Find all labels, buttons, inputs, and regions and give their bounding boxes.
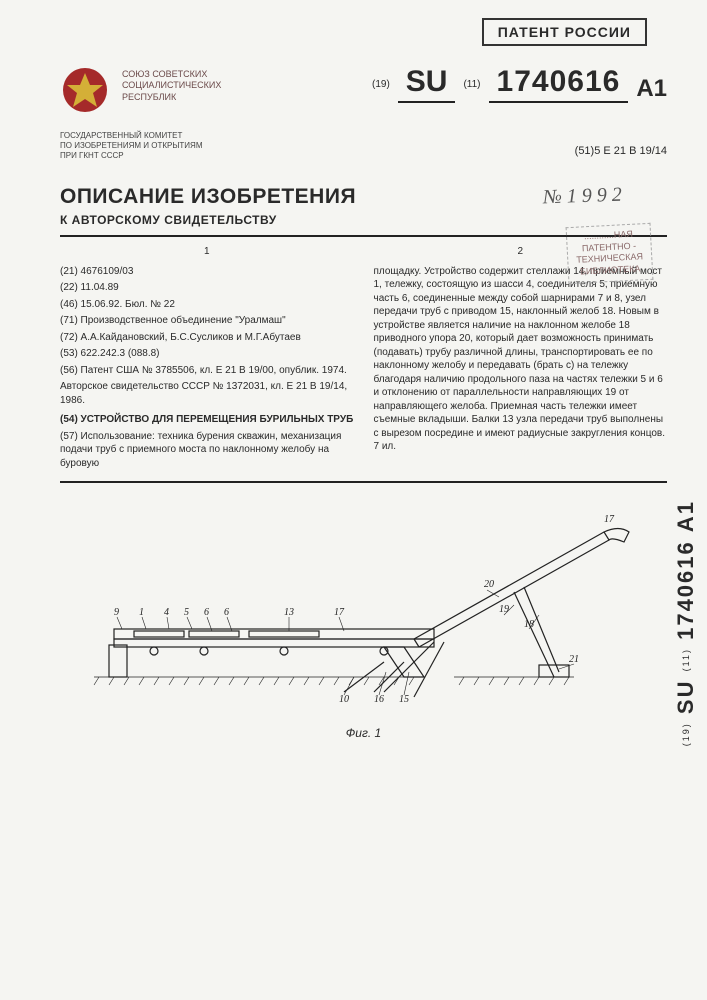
abstract-start-57: (57) Использование: техника бурения сква… (60, 430, 354, 471)
biblio-field-71: (71) Производственное объединение "Урал­… (60, 314, 354, 328)
technical-drawing-svg: 9 1 4 5 6 6 13 17 17 20 19 18 21 10 16 1… (84, 497, 644, 717)
side-publication-number: (19) SU (11) 1740616 A1 (673, 500, 699, 746)
ref-label: 17 (334, 607, 345, 618)
kind-code: A1 (636, 75, 667, 103)
issuer-line: СОЦИАЛИСТИЧЕСКИХ (122, 80, 221, 91)
biblio-field-72: (72) А.А.Кайдановский, Б.С.Сусликов и М.… (60, 331, 354, 345)
column-left: 1 (21) 4676109/03 (22) 11.04.89 (46) 15.… (60, 245, 354, 473)
ref-label: 6 (224, 607, 229, 618)
biblio-field-53: (53) 622.242.3 (088.8) (60, 347, 354, 361)
field-code-19: (19) (372, 79, 390, 90)
ref-label: 9 (114, 607, 119, 618)
invention-title-54: (54) УСТРОЙСТВО ДЛЯ ПЕРЕМЕЩЕНИЯ БУРИЛЬНЫ… (60, 413, 354, 427)
ref-label: 17 (604, 514, 615, 525)
stamp-line: БИБЛИОТЕКА (577, 263, 644, 278)
handwritten-number: № 1 9 9 2 (543, 184, 623, 210)
column-number: 1 (60, 245, 354, 259)
doc-number: 1740616 (489, 65, 629, 103)
side-field-19: (19) (681, 722, 691, 746)
biblio-field-22: (22) 11.04.89 (60, 281, 354, 295)
ref-label: 5 (184, 607, 189, 618)
ref-label: 21 (569, 654, 579, 665)
biblio-field-21: (21) 4676109/03 (60, 265, 354, 279)
ref-label: 19 (499, 604, 509, 615)
ref-label: 16 (374, 694, 384, 705)
figure-1: 9 1 4 5 6 6 13 17 17 20 19 18 21 10 16 1… (60, 497, 667, 740)
committee-line: ГОСУДАРСТВЕННЫЙ КОМИТЕТ (60, 131, 667, 141)
ussr-emblem (60, 65, 110, 115)
document-subtitle: К АВТОРСКОМУ СВИДЕТЕЛЬСТВУ (60, 213, 667, 227)
biblio-field-56b: Авторское свидетельство СССР № 1372031, … (60, 380, 354, 407)
horizontal-rule (60, 481, 667, 483)
ref-label: 1 (139, 607, 144, 618)
ref-label: 10 (339, 694, 349, 705)
library-stamp: ............НАЯ ПАТЕНТНО - ТЕХНИЧЕСКАЯ Б… (566, 223, 654, 284)
side-kind-code: A1 (673, 500, 698, 532)
issuer-line: РЕСПУБЛИК (122, 92, 221, 103)
patent-country-stamp: ПАТЕНТ РОССИИ (482, 18, 647, 46)
ref-label: 4 (164, 607, 169, 618)
figure-caption: Фиг. 1 (60, 726, 667, 740)
document-header: СОЮЗ СОВЕТСКИХ СОЦИАЛИСТИЧЕСКИХ РЕСПУБЛИ… (60, 65, 667, 115)
ref-label: 15 (399, 694, 409, 705)
ref-label: 20 (484, 579, 494, 590)
side-field-11: (11) (681, 648, 691, 671)
field-code-11: (11) (463, 79, 480, 90)
publication-number: (19) SU (11) 1740616 A1 (372, 65, 667, 103)
issuer-line: СОЮЗ СОВЕТСКИХ (122, 69, 221, 80)
side-doc-number: 1740616 (673, 540, 698, 640)
biblio-field-46: (46) 15.06.92. Бюл. № 22 (60, 298, 354, 312)
issuer-name: СОЮЗ СОВЕТСКИХ СОЦИАЛИСТИЧЕСКИХ РЕСПУБЛИ… (122, 65, 221, 103)
ref-label: 6 (204, 607, 209, 618)
ref-label: 13 (284, 607, 294, 618)
country-code: SU (398, 65, 456, 103)
abstract-continued: площадку. Устройство содержит стеллажи 1… (374, 265, 668, 454)
side-country-code: SU (673, 680, 698, 715)
biblio-field-56a: (56) Патент США № 3785506, кл. E 21 B 19… (60, 364, 354, 378)
